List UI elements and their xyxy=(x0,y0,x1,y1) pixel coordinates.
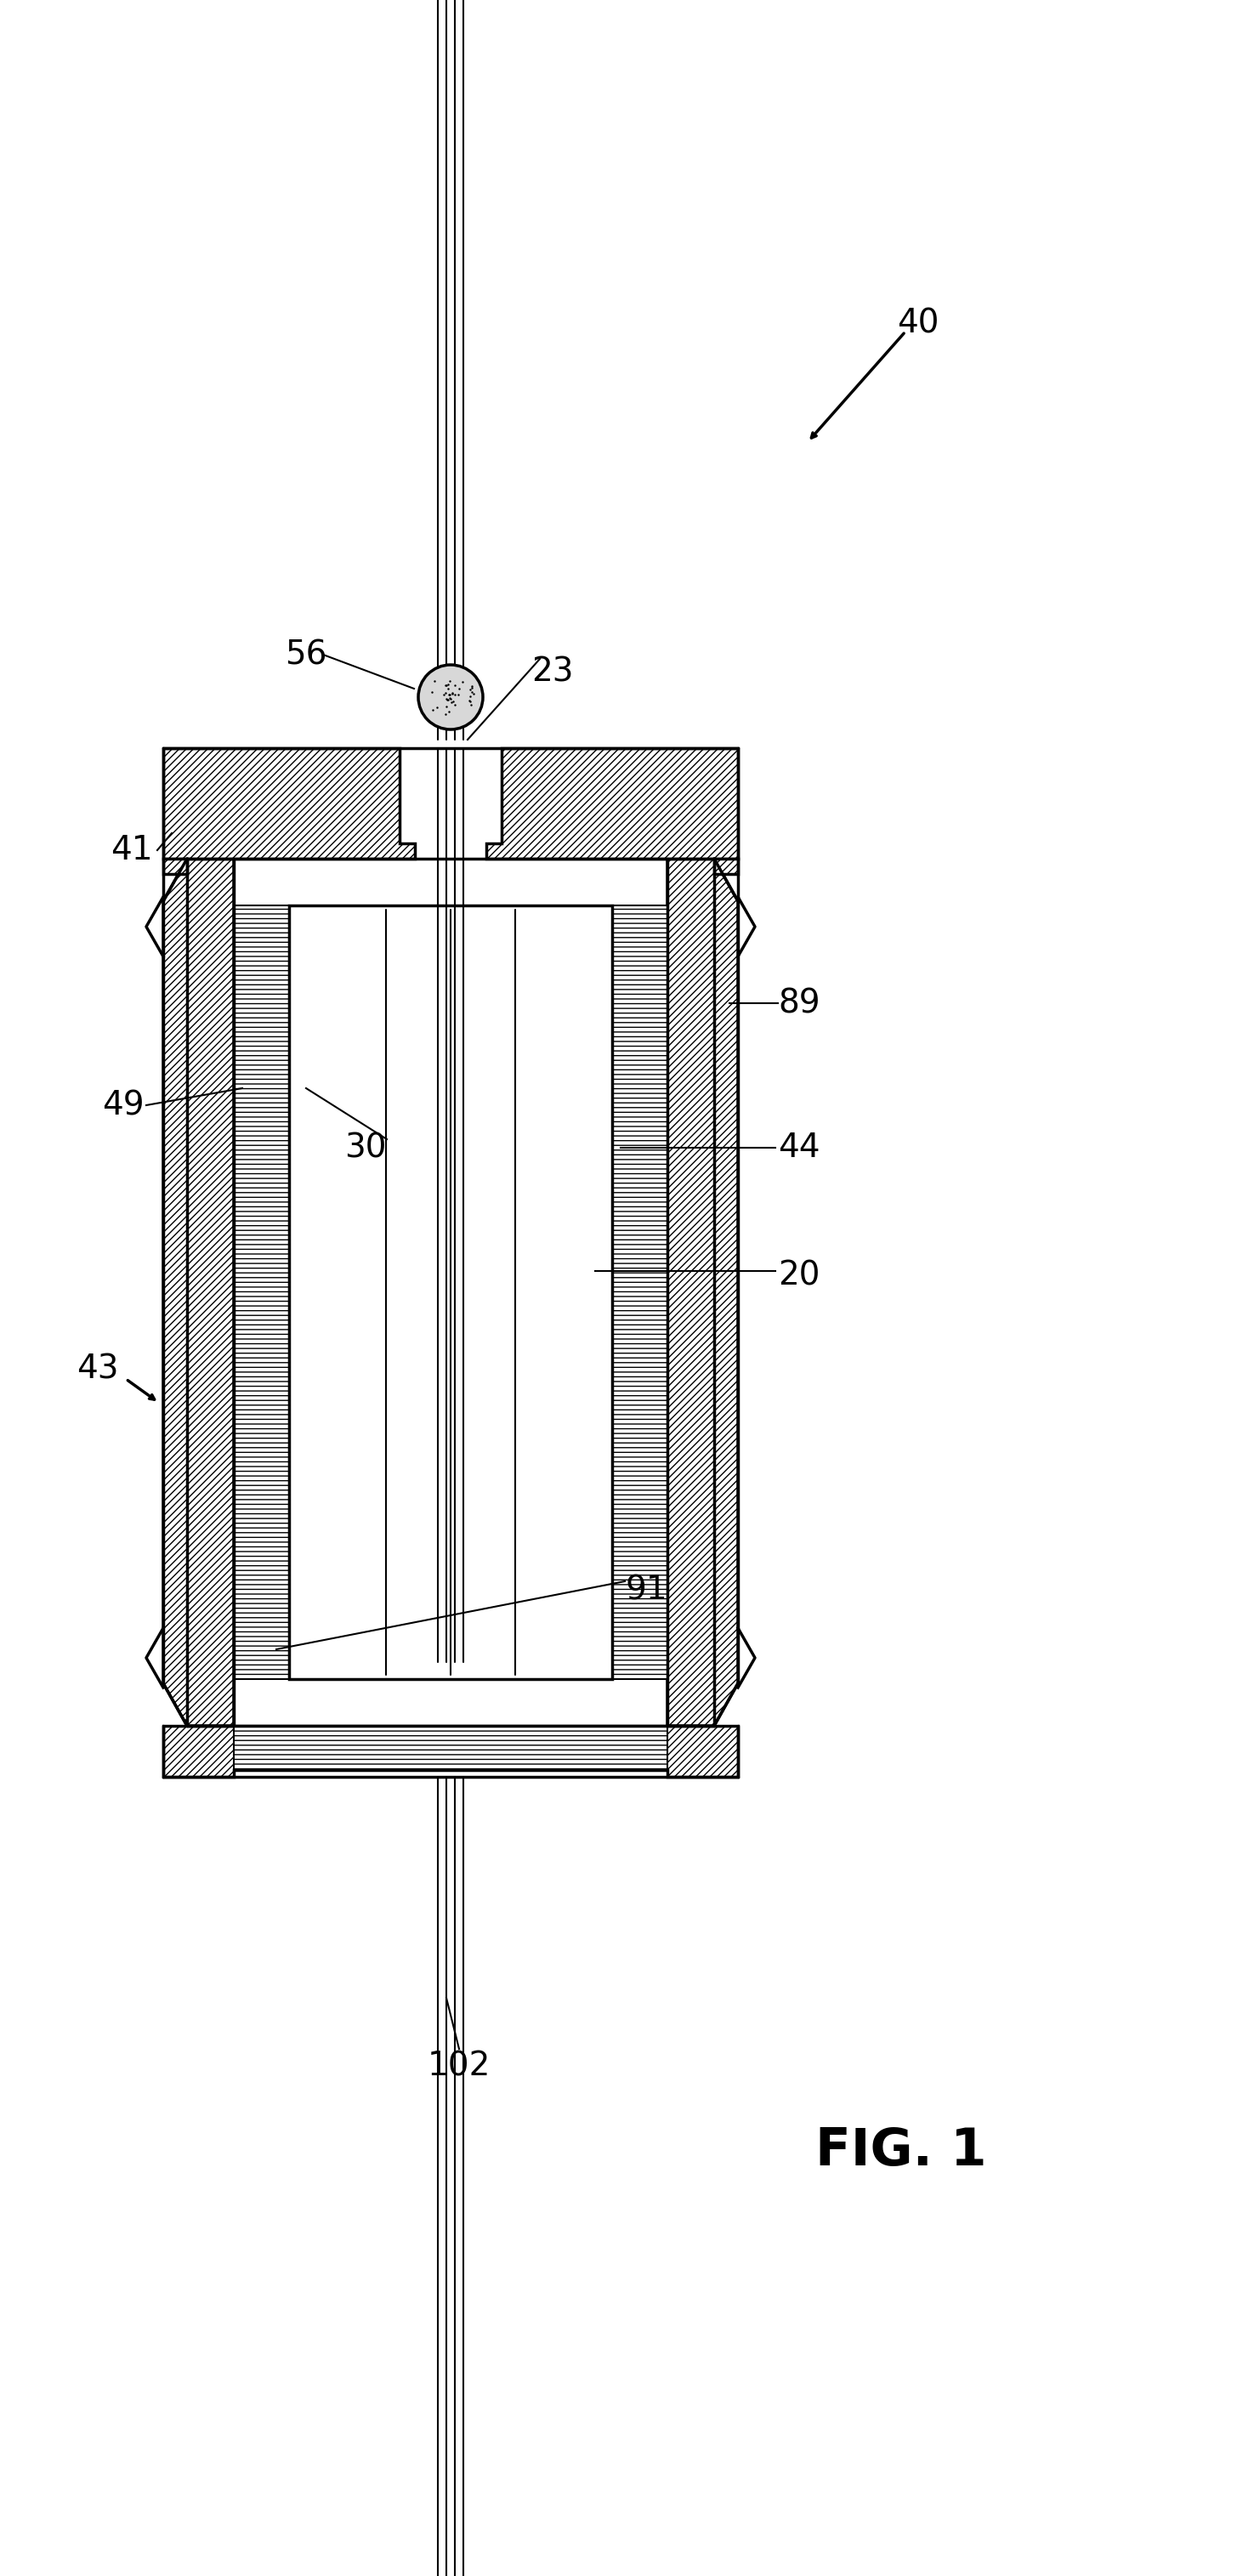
Text: 23: 23 xyxy=(532,654,574,688)
Text: 89: 89 xyxy=(778,987,820,1020)
Bar xyxy=(234,904,289,1680)
Text: 49: 49 xyxy=(103,1090,145,1121)
Polygon shape xyxy=(163,858,234,1726)
Polygon shape xyxy=(163,1726,738,1777)
Text: 102: 102 xyxy=(428,2050,491,2081)
Bar xyxy=(163,858,187,873)
Polygon shape xyxy=(668,858,738,1726)
Bar xyxy=(714,858,738,873)
Text: 91: 91 xyxy=(625,1574,667,1605)
Polygon shape xyxy=(486,747,738,858)
Text: 56: 56 xyxy=(285,639,327,670)
Text: 41: 41 xyxy=(110,835,153,866)
Circle shape xyxy=(418,665,482,729)
Text: 40: 40 xyxy=(897,307,939,340)
Text: FIG. 1: FIG. 1 xyxy=(815,2125,987,2177)
Bar xyxy=(289,904,612,1680)
Bar xyxy=(234,1726,668,1770)
Text: 43: 43 xyxy=(77,1352,119,1386)
Polygon shape xyxy=(163,747,414,858)
Text: 44: 44 xyxy=(778,1131,820,1164)
Text: 30: 30 xyxy=(345,1131,387,1164)
Text: 20: 20 xyxy=(778,1260,820,1291)
Bar xyxy=(612,904,668,1680)
